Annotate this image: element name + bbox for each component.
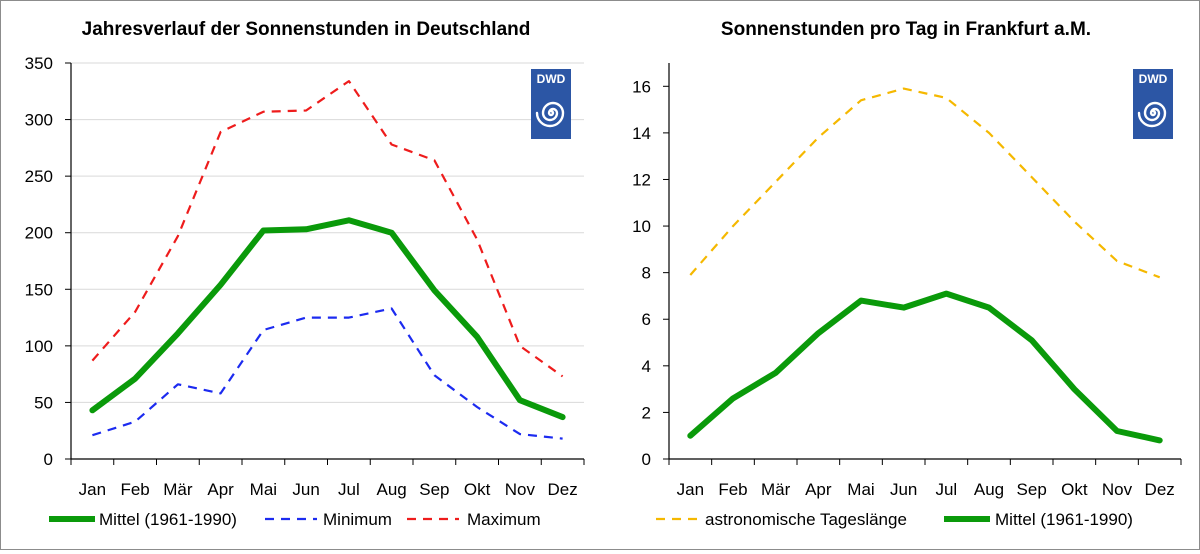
legend-label: Mittel (1961-1990)	[99, 510, 237, 529]
x-tick-label: Okt	[1061, 480, 1088, 499]
y-tick-label: 16	[632, 77, 651, 96]
y-tick-label: 350	[25, 54, 53, 73]
series-line-astronomische-tagesl-nge	[689, 87, 1161, 279]
chart-title: Jahresverlauf der Sonnenstunden in Deuts…	[82, 19, 531, 40]
dwd-logo: DWD	[531, 69, 571, 139]
legend-label: Minimum	[323, 510, 392, 529]
x-tick-label: Aug	[974, 480, 1004, 499]
y-tick-label: 300	[25, 111, 53, 130]
y-tick-label: 100	[25, 337, 53, 356]
x-tick-label: Sep	[1017, 480, 1047, 499]
y-tick-label: 200	[25, 224, 53, 243]
legend-label: Mittel (1961-1990)	[995, 510, 1133, 529]
x-tick-label: Mär	[761, 480, 791, 499]
y-tick-label: 6	[642, 310, 651, 329]
spiral-icon	[1137, 101, 1167, 128]
dwd-logo: DWD	[1133, 69, 1173, 139]
x-tick-label: Dez	[548, 480, 578, 499]
x-tick-label: Sep	[419, 480, 449, 499]
x-tick-label: Dez	[1145, 480, 1175, 499]
x-tick-label: Nov	[505, 480, 536, 499]
y-tick-label: 12	[632, 170, 651, 189]
y-tick-label: 10	[632, 217, 651, 236]
chart-title: Sonnenstunden pro Tag in Frankfurt a.M.	[721, 19, 1091, 40]
x-tick-label: Feb	[718, 480, 747, 499]
chart-left: Jahresverlauf der Sonnenstunden in Deuts…	[25, 19, 585, 529]
x-tick-label: Jan	[677, 480, 704, 499]
y-tick-label: 4	[642, 357, 651, 376]
y-tick-label: 50	[34, 393, 53, 412]
logo-text: DWD	[537, 72, 566, 86]
x-tick-label: Aug	[377, 480, 407, 499]
y-tick-label: 250	[25, 167, 53, 186]
x-tick-label: Apr	[207, 480, 234, 499]
y-tick-label: 0	[44, 450, 53, 469]
x-tick-label: Mär	[163, 480, 193, 499]
x-tick-label: Nov	[1102, 480, 1133, 499]
x-tick-label: Jan	[79, 480, 106, 499]
series-line-maximum	[91, 79, 564, 378]
y-tick-label: 8	[642, 264, 651, 283]
x-tick-label: Feb	[120, 480, 149, 499]
chart-right: Sonnenstunden pro Tag in Frankfurt a.M. …	[632, 19, 1182, 529]
x-tick-label: Mai	[847, 480, 874, 499]
x-tick-label: Okt	[464, 480, 491, 499]
series-line-minimum	[92, 307, 563, 440]
y-tick-label: 0	[642, 450, 651, 469]
x-tick-label: Apr	[805, 480, 832, 499]
x-tick-label: Jul	[935, 480, 957, 499]
legend-label: astronomische Tageslänge	[705, 510, 907, 529]
series-line-mittel-1961-1990	[89, 217, 566, 421]
x-tick-label: Jun	[292, 480, 319, 499]
spiral-icon	[535, 101, 565, 128]
logo-text: DWD	[1139, 72, 1168, 86]
y-tick-label: 150	[25, 280, 53, 299]
series-line-mittel-1961-1990	[687, 290, 1163, 444]
y-tick-label: 14	[632, 124, 651, 143]
x-tick-label: Jul	[338, 480, 360, 499]
y-tick-label: 2	[642, 403, 651, 422]
x-tick-label: Mai	[250, 480, 277, 499]
legend-label: Maximum	[467, 510, 541, 529]
x-tick-label: Jun	[890, 480, 917, 499]
